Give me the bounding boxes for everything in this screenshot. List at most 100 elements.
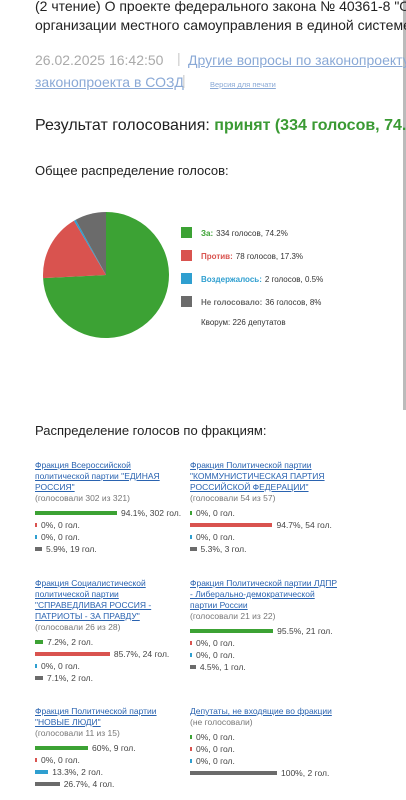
vote-row: 5.3%, 3 гол.	[190, 543, 340, 555]
result-label: Результат голосования:	[35, 117, 210, 134]
vote-bar	[35, 511, 117, 515]
vote-bar	[35, 640, 44, 644]
vote-label: 0%, 0 гол.	[41, 519, 80, 530]
pie-chart: За: 334 голосов, 74.2% Против: 78 голосов, …	[43, 212, 323, 338]
legend-swatch	[181, 250, 192, 261]
faction-voted: (голосовали 302 из 321)	[35, 493, 130, 503]
vote-row: 0%, 0 гол.	[35, 660, 185, 672]
faction-voted: (голосовали 21 из 22)	[190, 611, 276, 621]
vote-label: 100%, 2 гол.	[281, 767, 330, 778]
vote-row: 4.5%, 1 гол.	[190, 661, 340, 673]
vote-bar	[190, 523, 273, 527]
title: организации местного самоуправления в ед…	[35, 17, 406, 33]
faction-name[interactable]: Фракция Социалистической политической па…	[35, 578, 152, 621]
vote-row: 0%, 0 гол.	[35, 754, 185, 766]
vote-bar	[190, 735, 192, 739]
vote-bar	[35, 770, 49, 774]
faction-voted: (голосовали 26 из 28)	[35, 622, 121, 632]
vote-label: 0%, 0 гол.	[41, 531, 80, 542]
faction-name[interactable]: Депутаты, не входящие во фракции	[190, 706, 332, 716]
vote-label: 13.3%, 2 гол.	[52, 766, 103, 777]
faction-name[interactable]: Фракция Политической партии "КОММУНИСТИЧ…	[190, 460, 325, 492]
vote-label: 0%, 0 гол.	[196, 649, 235, 660]
vote-bar	[190, 653, 192, 657]
vote-bar	[35, 676, 44, 680]
vote-row: 95.5%, 21 гол.	[190, 625, 340, 637]
legend-label: За: 334 голосов, 74.2%	[201, 229, 288, 238]
faction: Фракция Политической партии "КОММУНИСТИЧ…	[190, 460, 340, 555]
legend-label: Против: 78 голосов, 17.3%	[201, 252, 303, 261]
faction: Фракция Социалистической политической па…	[35, 578, 185, 684]
faction-name[interactable]: Фракция Политической партии "НОВЫЕ ЛЮДИ"	[35, 706, 157, 727]
faction-name[interactable]: Фракция Политической партии ЛДПР - Либер…	[190, 578, 338, 610]
pie-slice	[73, 219, 106, 275]
vote-row: 0%, 0 гол.	[190, 743, 340, 755]
vote-label: 0%, 0 гол.	[41, 660, 80, 671]
vote-row: 13.3%, 2 гол.	[35, 766, 185, 778]
vote-bar	[190, 629, 274, 633]
vote-row: 0%, 0 гол.	[190, 507, 340, 519]
vote-label: 0%, 0 гол.	[196, 755, 235, 766]
legend-swatch	[181, 227, 192, 238]
legend-detail: 78 голосов, 17.3%	[236, 252, 303, 261]
faction: Фракция Политической партии "НОВЫЕ ЛЮДИ"…	[35, 706, 185, 790]
vote-label: 94.1%, 302 гол.	[120, 507, 182, 518]
legend-swatch	[181, 273, 192, 284]
separator: |	[182, 72, 186, 88]
vote-label: 0%, 0 гол.	[196, 531, 235, 542]
vote-row: 0%, 0 гол.	[190, 531, 340, 543]
vote-bar	[35, 746, 88, 750]
vote-bar	[190, 535, 192, 539]
vote-row: 0%, 0 гол.	[190, 649, 340, 661]
vote-label: 5.3%, 3 гол.	[200, 543, 247, 554]
vote-bar	[35, 782, 60, 786]
link-sozd[interactable]: законопроекта в СОЗД	[35, 74, 184, 90]
vote-label: 94.7%, 54 гол.	[276, 519, 332, 530]
vote-label: 4.5%, 1 гол.	[199, 661, 246, 672]
vote-label: 0%, 0 гол.	[196, 637, 235, 648]
legend-label: Воздержалось: 2 голосов, 0.5%	[201, 275, 323, 284]
vote-label: 0%, 0 гол.	[196, 743, 235, 754]
pie-slice	[43, 212, 169, 338]
link-other[interactable]: Другие вопросы по законопроекту	[188, 52, 406, 68]
vote-row: 0%, 0 гол.	[35, 531, 185, 543]
faction: Фракция Всероссийской политической парти…	[35, 460, 185, 555]
vote-row: 85.7%, 24 гол.	[35, 648, 185, 660]
vote-label: 5.9%, 19 гол.	[46, 543, 97, 554]
vote-row: 0%, 0 гол.	[35, 519, 185, 531]
pie-slice	[43, 220, 106, 279]
vote-label: 0%, 0 гол.	[41, 754, 80, 765]
vote-row: 7.2%, 2 гол.	[35, 636, 185, 648]
vote-bar	[35, 547, 42, 551]
legend-detail: 36 голосов, 8%	[265, 298, 321, 307]
legend-label: Не голосовало: 36 голосов, 8%	[201, 298, 321, 307]
vote-bar	[35, 758, 37, 762]
vote-row: 5.9%, 19 гол.	[35, 543, 185, 555]
result: Результат голосования: принят (334 голос…	[35, 117, 406, 135]
print-link[interactable]: Версия для печати	[210, 80, 276, 89]
vote-row: 60%, 9 гол.	[35, 742, 185, 754]
vote-bar	[190, 547, 197, 551]
vote-row: 7.1%, 2 гол.	[35, 672, 185, 684]
vote-bar	[190, 747, 192, 751]
vote-label: 7.2%, 2 гол.	[47, 636, 94, 647]
scrollbar	[403, 0, 406, 410]
vote-bar	[35, 523, 37, 527]
pie-slice	[75, 212, 106, 275]
vote-row: 0%, 0 гол.	[190, 731, 340, 743]
vote-label: 0%, 0 гол.	[196, 507, 235, 518]
vote-label: 7.1%, 2 гол.	[47, 672, 93, 683]
vote-label: 95.5%, 21 гол.	[277, 625, 333, 636]
vote-bar	[190, 759, 192, 763]
vote-label: 26.7%, 4 гол.	[63, 778, 115, 789]
date: 26.02.2025 16:42:50	[35, 52, 164, 68]
vote-row: 94.1%, 302 гол.	[35, 507, 185, 519]
vote-bar	[190, 665, 196, 669]
vote-bar	[35, 535, 37, 539]
vote-bar	[190, 641, 192, 645]
faction-name[interactable]: Фракция Всероссийской политической парти…	[35, 460, 160, 492]
faction-voted: (не голосовали)	[190, 717, 253, 727]
vote-row: 94.7%, 54 гол.	[190, 519, 340, 531]
vote-bar	[190, 511, 192, 515]
faction: Фракция Политической партии ЛДПР - Либер…	[190, 578, 340, 673]
